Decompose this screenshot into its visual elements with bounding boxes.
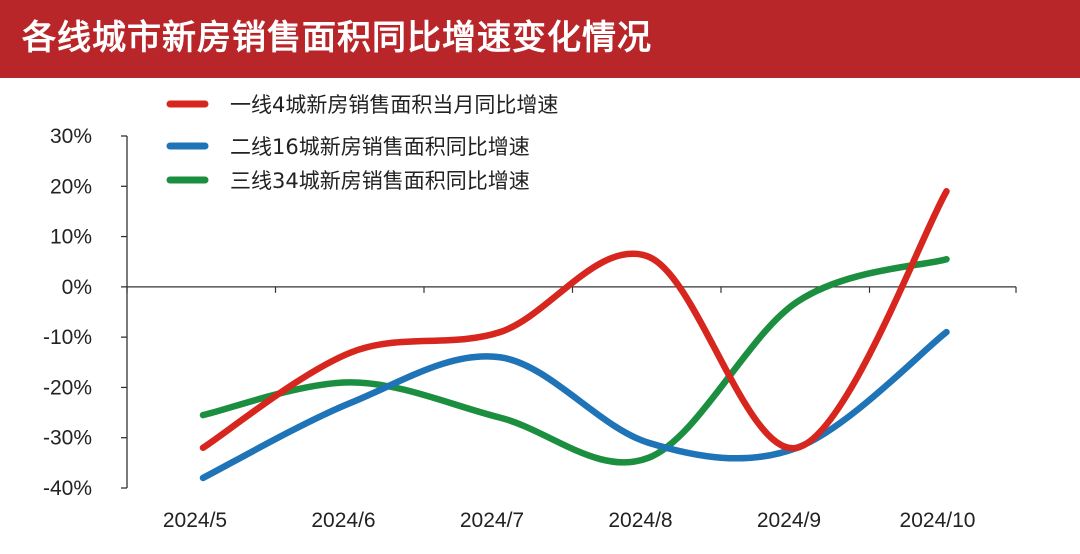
y-tick-labels: 30% 20% 10% 0% -10% -20% -30% -40% [43, 125, 92, 500]
legend-label-3: 三线34城新房销售面积同比增速 [230, 169, 530, 193]
y-tick-label: 10% [50, 226, 92, 249]
page-title: 各线城市新房销售面积同比增速变化情况 [22, 18, 652, 58]
x-tick-label: 2024/6 [311, 509, 375, 532]
y-tick-label: -40% [43, 477, 92, 500]
x-tick-labels: 2024/5 2024/6 2024/7 2024/8 2024/9 2024/10 [163, 509, 976, 532]
y-tick-label: -30% [43, 427, 92, 450]
series-line-2 [199, 328, 950, 482]
y-tick-label: -20% [43, 376, 92, 399]
x-tick-label: 2024/5 [163, 509, 227, 532]
series-lines [199, 188, 950, 482]
legend-label-1: 一线4城新房销售面积当月同比增速 [230, 93, 558, 117]
y-tick-label: -10% [43, 326, 92, 349]
y-tick-label: 20% [50, 175, 92, 198]
y-tick-label: 30% [50, 125, 92, 148]
series-line-3 [199, 255, 950, 466]
y-tick-label: 0% [62, 276, 92, 299]
x-tick-label: 2024/7 [460, 509, 524, 532]
x-tick-label: 2024/8 [608, 509, 672, 532]
legend-label-2: 二线16城新房销售面积同比增速 [230, 135, 530, 159]
x-tick-label: 2024/9 [757, 509, 821, 532]
title-banner: 各线城市新房销售面积同比增速变化情况 [0, 0, 1080, 78]
chart-legend: 一线4城新房销售面积当月同比增速二线16城新房销售面积同比增速三线34城新房销售… [166, 93, 558, 193]
series-line-1 [199, 188, 950, 452]
x-tick-label: 2024/10 [900, 509, 976, 532]
